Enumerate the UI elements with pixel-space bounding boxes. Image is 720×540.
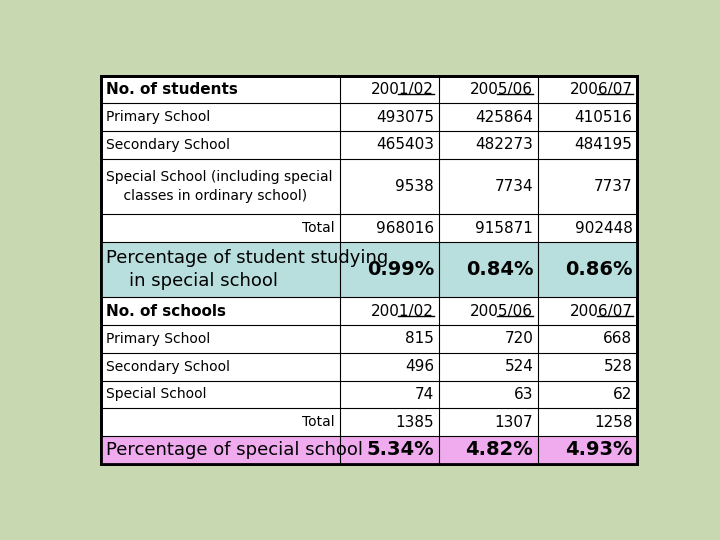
Text: 1307: 1307 <box>495 415 534 430</box>
Text: Secondary School: Secondary School <box>106 138 230 152</box>
Text: 1258: 1258 <box>594 415 632 430</box>
Text: 528: 528 <box>603 359 632 374</box>
Text: Primary School: Primary School <box>106 332 210 346</box>
Bar <box>101 242 637 298</box>
Text: 2005/06: 2005/06 <box>470 82 534 97</box>
Text: 7737: 7737 <box>594 179 632 194</box>
Bar <box>101 436 637 464</box>
Text: 484195: 484195 <box>575 137 632 152</box>
Text: 465403: 465403 <box>376 137 434 152</box>
Text: No. of schools: No. of schools <box>106 303 225 319</box>
Text: 496: 496 <box>405 359 434 374</box>
Text: 0.99%: 0.99% <box>366 260 434 279</box>
Text: 2001/02: 2001/02 <box>372 82 434 97</box>
Text: 7734: 7734 <box>495 179 534 194</box>
Text: 902448: 902448 <box>575 220 632 235</box>
Text: 62: 62 <box>613 387 632 402</box>
Text: 720: 720 <box>505 332 534 347</box>
Text: 425864: 425864 <box>475 110 534 125</box>
Text: Special School (including special
    classes in ordinary school): Special School (including special classe… <box>106 170 332 202</box>
Text: 2006/07: 2006/07 <box>570 303 632 319</box>
Text: 668: 668 <box>603 332 632 347</box>
Text: 1385: 1385 <box>395 415 434 430</box>
Text: 9538: 9538 <box>395 179 434 194</box>
Text: 915871: 915871 <box>475 220 534 235</box>
Text: 0.86%: 0.86% <box>565 260 632 279</box>
Text: No. of students: No. of students <box>106 82 238 97</box>
Text: Percentage of special school: Percentage of special school <box>106 441 362 459</box>
Text: Primary School: Primary School <box>106 110 210 124</box>
Text: 63: 63 <box>514 387 534 402</box>
Text: 0.84%: 0.84% <box>466 260 534 279</box>
Text: Secondary School: Secondary School <box>106 360 230 374</box>
Text: 2001/02: 2001/02 <box>372 303 434 319</box>
Text: 524: 524 <box>505 359 534 374</box>
Text: Percentage of student studying
    in special school: Percentage of student studying in specia… <box>106 249 388 291</box>
Text: 2005/06: 2005/06 <box>470 303 534 319</box>
Text: Special School: Special School <box>106 387 206 401</box>
Text: 2006/07: 2006/07 <box>570 82 632 97</box>
Text: 4.93%: 4.93% <box>565 440 632 460</box>
Text: Total: Total <box>302 415 335 429</box>
Text: 482273: 482273 <box>475 137 534 152</box>
Text: 968016: 968016 <box>376 220 434 235</box>
Text: 410516: 410516 <box>575 110 632 125</box>
Text: 4.82%: 4.82% <box>466 440 534 460</box>
Text: 815: 815 <box>405 332 434 347</box>
Text: Total: Total <box>302 221 335 235</box>
Text: 74: 74 <box>415 387 434 402</box>
Text: 493075: 493075 <box>376 110 434 125</box>
Text: 5.34%: 5.34% <box>366 440 434 460</box>
